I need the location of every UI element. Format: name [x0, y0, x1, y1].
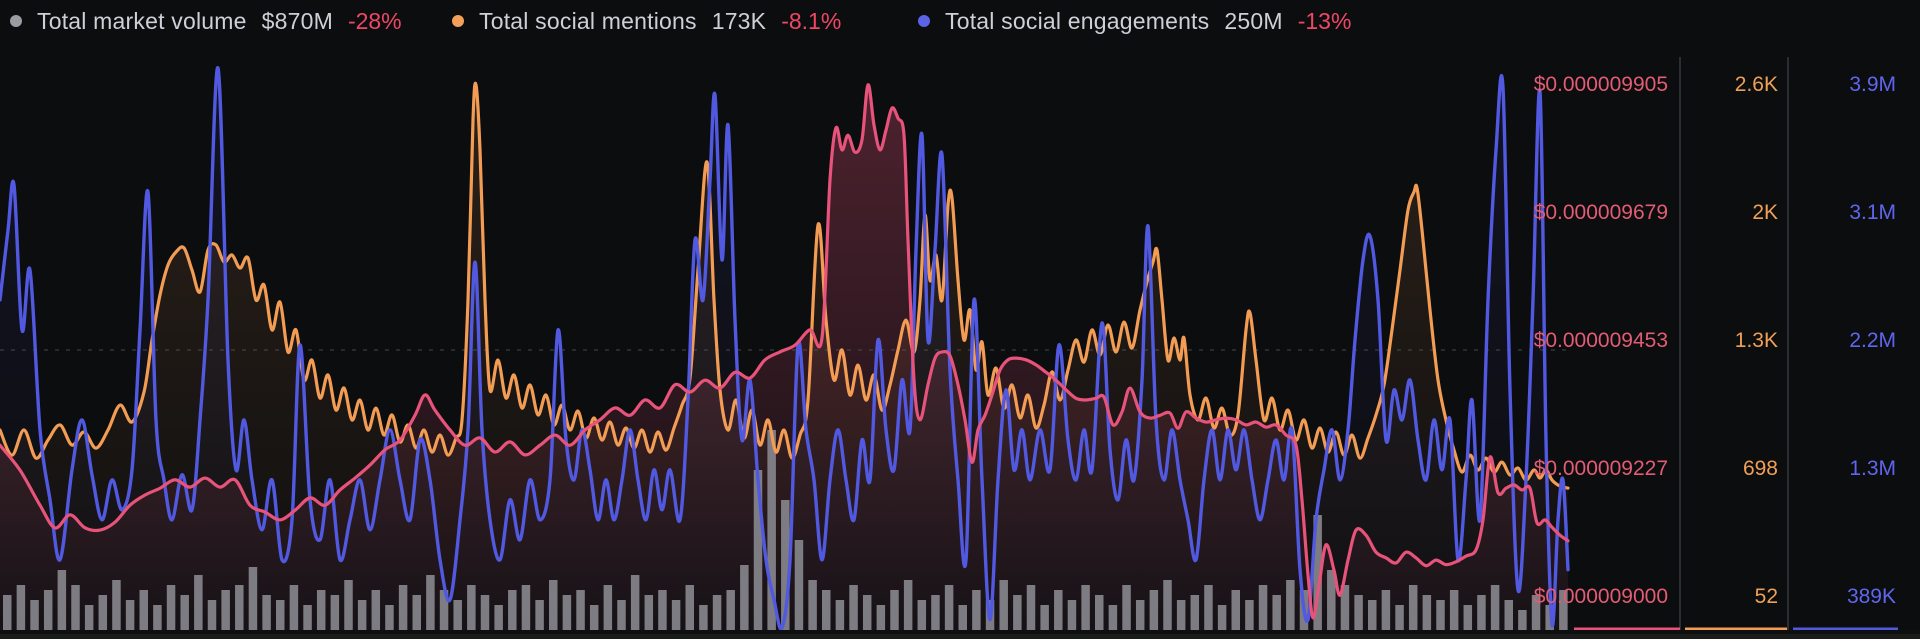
legend-change: -13%	[1297, 7, 1352, 34]
legend-item-market-volume[interactable]: Total market volume $870M -28%	[10, 6, 402, 36]
engagements-axis-tick: 3.9M	[1849, 73, 1896, 96]
price-axis-tick: $0.000009000	[1533, 585, 1668, 608]
engagements-axis-tick: 389K	[1846, 585, 1896, 608]
chart-legend: Total market volume $870M -28% Total soc…	[0, 6, 1920, 38]
price-axis-tick: $0.000009453	[1533, 329, 1668, 352]
engagements-axis-tick: 2.2M	[1849, 329, 1896, 352]
legend-label: Total market volume	[37, 7, 247, 34]
social-mentions-dot-icon	[452, 15, 464, 27]
engagements-axis-tick: 1.3M	[1849, 457, 1896, 480]
social-engagements-dot-icon	[918, 15, 930, 27]
mentions-axis-tick: 698	[1742, 457, 1778, 480]
price-axis-tick: $0.000009679	[1533, 201, 1668, 224]
engagements-axis-tick: 3.1M	[1849, 201, 1896, 224]
mentions-axis-tick: 52	[1754, 585, 1778, 608]
mentions-axis-tick: 1.3K	[1734, 329, 1778, 352]
legend-value: 250M	[1224, 7, 1283, 34]
mentions-axis-tick: 2K	[1752, 201, 1778, 224]
price-axis-tick: $0.000009227	[1533, 457, 1668, 480]
legend-value: 173K	[711, 7, 767, 34]
legend-change: -8.1%	[781, 7, 842, 34]
legend-label: Total social mentions	[479, 7, 697, 34]
mentions-axis-tick: 2.6K	[1734, 73, 1778, 96]
legend-item-social-mentions[interactable]: Total social mentions 173K -8.1%	[452, 6, 841, 36]
legend-value: $870M	[261, 7, 333, 34]
legend-label: Total social engagements	[945, 7, 1210, 34]
legend-change: -28%	[347, 7, 402, 34]
market-volume-dot-icon	[10, 15, 22, 27]
price-axis-tick: $0.000009905	[1533, 73, 1668, 96]
legend-item-social-engagements[interactable]: Total social engagements 250M -13%	[918, 6, 1351, 36]
